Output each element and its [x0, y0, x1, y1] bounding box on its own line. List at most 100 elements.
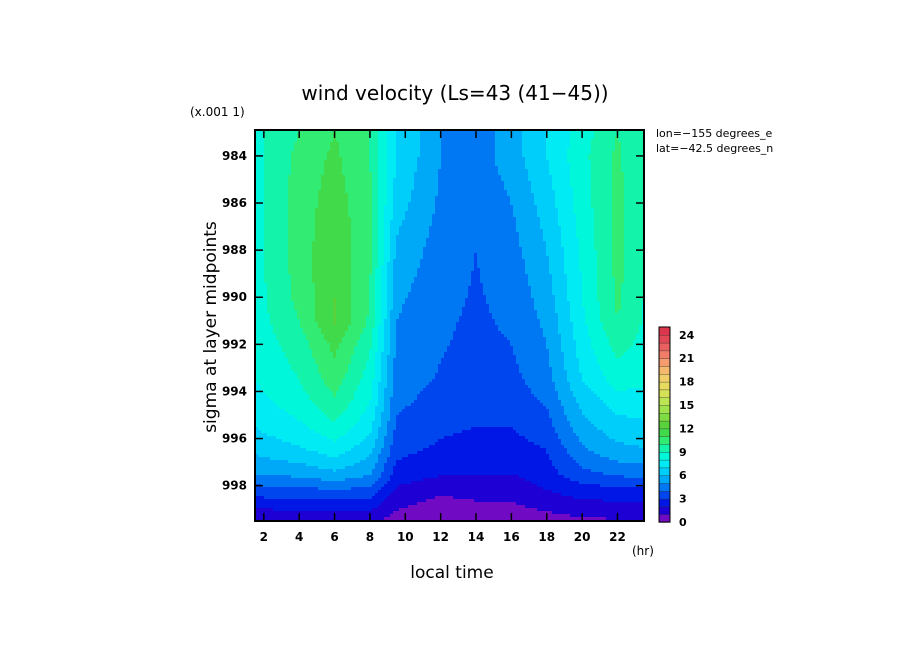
contour-band [372, 331, 379, 335]
contour-band [378, 265, 382, 269]
contour-band [612, 238, 625, 242]
contour-band [579, 358, 598, 362]
contour-band [420, 142, 442, 146]
contour-band [264, 184, 289, 188]
contour-band [609, 436, 645, 440]
contour-band [546, 133, 571, 137]
contour-band [255, 352, 286, 356]
contour-band [594, 130, 645, 134]
contour-band [390, 244, 397, 248]
contour-band [369, 160, 379, 164]
contour-band [291, 280, 313, 284]
contour-band [624, 277, 645, 281]
contour-band [255, 421, 304, 425]
contour-band [564, 409, 583, 413]
contour-band [324, 412, 343, 416]
contour-band [510, 199, 535, 203]
contour-band [372, 175, 379, 179]
contour-band [498, 328, 544, 332]
contour-band [621, 286, 645, 290]
contour-band [579, 247, 595, 251]
contour-band [420, 265, 475, 269]
contour-band [381, 355, 388, 359]
contour-band [519, 370, 553, 374]
contour-band [435, 199, 511, 203]
contour-band [471, 280, 481, 284]
contour-band [363, 439, 376, 443]
contour-band [324, 382, 343, 386]
contour-band [612, 154, 622, 158]
contour-band [369, 286, 376, 290]
x-unit-label: (hr) [632, 544, 654, 558]
contour-band [507, 193, 535, 197]
contour-band [255, 256, 265, 260]
contour-band [522, 253, 547, 257]
contour-band [414, 181, 439, 185]
contour-band [597, 274, 613, 278]
contour-band [333, 139, 337, 143]
contour-band [273, 400, 313, 404]
contour-band [408, 292, 469, 296]
contour-band [624, 211, 645, 215]
contour-band [516, 358, 550, 362]
contour-band [525, 259, 550, 263]
contour-band [621, 289, 645, 293]
contour-band [348, 199, 373, 203]
contour-band [384, 211, 394, 215]
contour-band [384, 409, 391, 413]
contour-band [558, 214, 577, 218]
contour-band [546, 340, 562, 344]
contour-band [255, 163, 265, 167]
contour-band [561, 349, 577, 353]
contour-band [366, 364, 376, 368]
contour-band [594, 214, 613, 218]
contour-band [438, 367, 520, 371]
contour-band [264, 196, 289, 200]
contour-band [537, 313, 559, 317]
contour-band [312, 274, 352, 278]
contour-band [387, 130, 397, 134]
contour-band [354, 346, 373, 350]
contour-band [393, 283, 412, 287]
contour-band [531, 388, 556, 392]
contour-band [351, 286, 370, 290]
colorbar-swatch [658, 498, 671, 508]
contour-band [573, 187, 592, 191]
contour-band [372, 391, 379, 395]
contour-band [375, 304, 382, 308]
contour-band [375, 307, 382, 311]
contour-band [255, 409, 286, 413]
contour-band [624, 259, 645, 263]
contour-band [336, 349, 355, 353]
contour-band [393, 295, 409, 299]
contour-band [348, 364, 367, 368]
contour-band [429, 229, 517, 233]
contour-band [390, 400, 415, 404]
contour-band [396, 148, 421, 152]
contour-band [525, 265, 550, 269]
contour-band [618, 460, 645, 464]
contour-band [525, 382, 556, 386]
contour-band [612, 385, 645, 389]
contour-band [348, 370, 364, 374]
contour-band [417, 274, 472, 278]
contour-band [441, 154, 496, 158]
contour-band [348, 328, 364, 332]
contour-band [354, 352, 370, 356]
contour-band [561, 226, 577, 230]
contour-band [552, 418, 568, 422]
contour-band [297, 133, 334, 137]
contour-band [255, 460, 289, 464]
contour-band [387, 262, 394, 266]
contour-band [408, 454, 550, 458]
contour-band [393, 181, 415, 185]
contour-band [288, 259, 313, 263]
contour-band [390, 220, 403, 224]
contour-band [255, 394, 268, 398]
contour-band [291, 157, 328, 161]
contour-band [372, 205, 379, 209]
contour-band [480, 277, 529, 281]
contour-band [300, 325, 319, 329]
contour-band [462, 313, 493, 317]
